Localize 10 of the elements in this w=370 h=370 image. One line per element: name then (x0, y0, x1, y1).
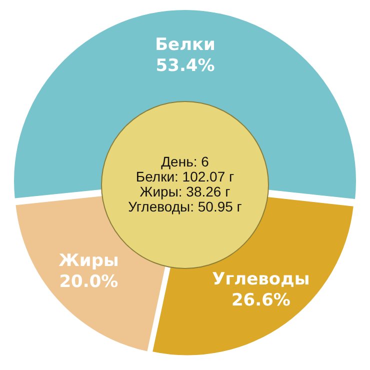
data-label: 26.6% (231, 290, 290, 310)
slice-label: Белки (155, 34, 216, 55)
text: День: 6 (161, 153, 210, 170)
text: Углеводы: 50.95 г (128, 198, 242, 214)
slice-label: Жиры (58, 251, 119, 272)
text: Белки: 102.07 г (136, 168, 234, 184)
slice-label: Углеводы (212, 269, 310, 290)
text: Жиры: 38.26 г (140, 183, 230, 200)
data-label: 20.0% (59, 272, 118, 292)
data-label: 53.4% (156, 56, 215, 76)
